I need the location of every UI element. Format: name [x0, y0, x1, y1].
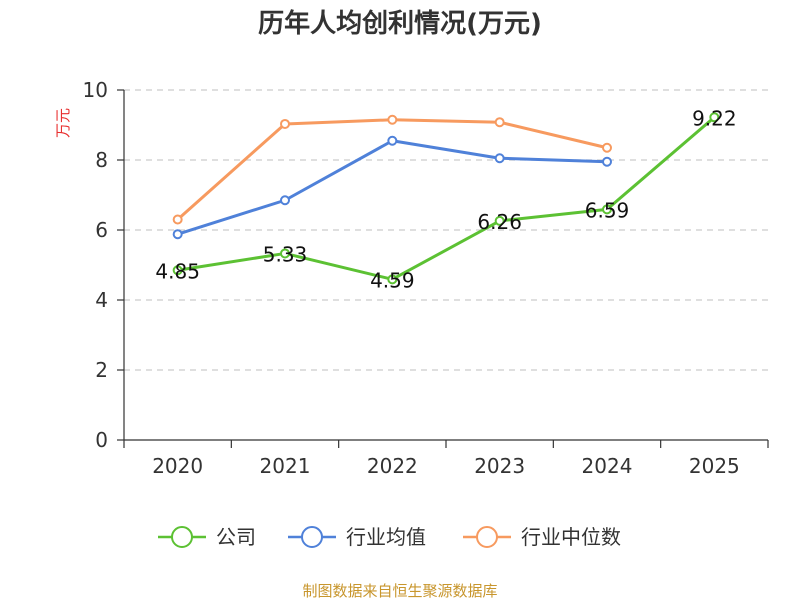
x-tick-label: 2023: [474, 454, 525, 478]
series-2: [172, 114, 612, 225]
y-tick-label: 10: [83, 78, 108, 102]
data-point[interactable]: [172, 214, 183, 225]
data-point[interactable]: [494, 215, 505, 226]
data-point[interactable]: [387, 135, 398, 146]
legend-item[interactable]: 行业均值: [288, 525, 426, 549]
data-label: 4.85: [155, 259, 200, 283]
data-point[interactable]: [387, 274, 398, 285]
legend-marker: [476, 526, 498, 548]
series-line: [177, 116, 716, 281]
data-point[interactable]: [280, 118, 290, 129]
source-note: 制图数据来自恒生聚源数据库: [302, 582, 497, 600]
data-point[interactable]: [172, 229, 183, 240]
data-point[interactable]: [709, 112, 720, 123]
legend-item[interactable]: 公司: [158, 525, 256, 549]
data-point[interactable]: [494, 117, 505, 128]
series-0: [172, 112, 720, 285]
y-tick-label: 6: [95, 218, 108, 242]
legend[interactable]: 公司 行业均值 行业中位数: [158, 525, 621, 549]
x-tick-label: 2024: [582, 454, 633, 478]
data-point[interactable]: [172, 265, 183, 276]
y-tick-label: 2: [95, 358, 108, 382]
data-label: 6.26: [477, 210, 522, 234]
data-label: 5.33: [263, 242, 308, 266]
series-line: [176, 118, 608, 221]
data-point[interactable]: [494, 153, 505, 164]
data-label: 4.59: [370, 268, 415, 292]
x-tick-label: 2021: [260, 454, 311, 478]
y-axis-label: 万元: [54, 108, 72, 138]
x-tick-label: 2022: [367, 454, 418, 478]
series-1: [172, 135, 612, 240]
chart-title: 历年人均创利情况(万元): [258, 8, 542, 39]
y-tick-label: 0: [95, 428, 108, 452]
data-point[interactable]: [602, 156, 612, 167]
data-point[interactable]: [602, 142, 612, 153]
data-point[interactable]: [280, 195, 290, 206]
x-tick-label: 2025: [689, 454, 740, 478]
legend-marker: [301, 526, 323, 548]
x-tick-label: 2020: [152, 454, 203, 478]
legend-marker: [171, 526, 193, 548]
data-point[interactable]: [602, 204, 612, 215]
grid-lines: [124, 89, 768, 371]
legend-label: 行业中位数: [521, 525, 621, 549]
legend-label: 行业均值: [346, 525, 426, 549]
data-label: 6.59: [585, 198, 630, 222]
y-tick-label: 8: [95, 148, 108, 172]
data-point[interactable]: [280, 248, 290, 259]
y-tick-label: 4: [95, 288, 108, 312]
data-point[interactable]: [387, 114, 398, 125]
axes: 0 2 4 6 8 10 2020 2021 2022 2023 2024 2025: [83, 78, 769, 478]
series-layer: [172, 112, 720, 285]
legend-label: 公司: [216, 525, 256, 549]
legend-item[interactable]: 行业中位数: [463, 525, 621, 549]
data-label: 9.22: [692, 106, 737, 130]
series-line: [177, 139, 608, 236]
data-labels: 4.85 5.33 4.59 6.26 6.59 9.22: [155, 106, 736, 292]
